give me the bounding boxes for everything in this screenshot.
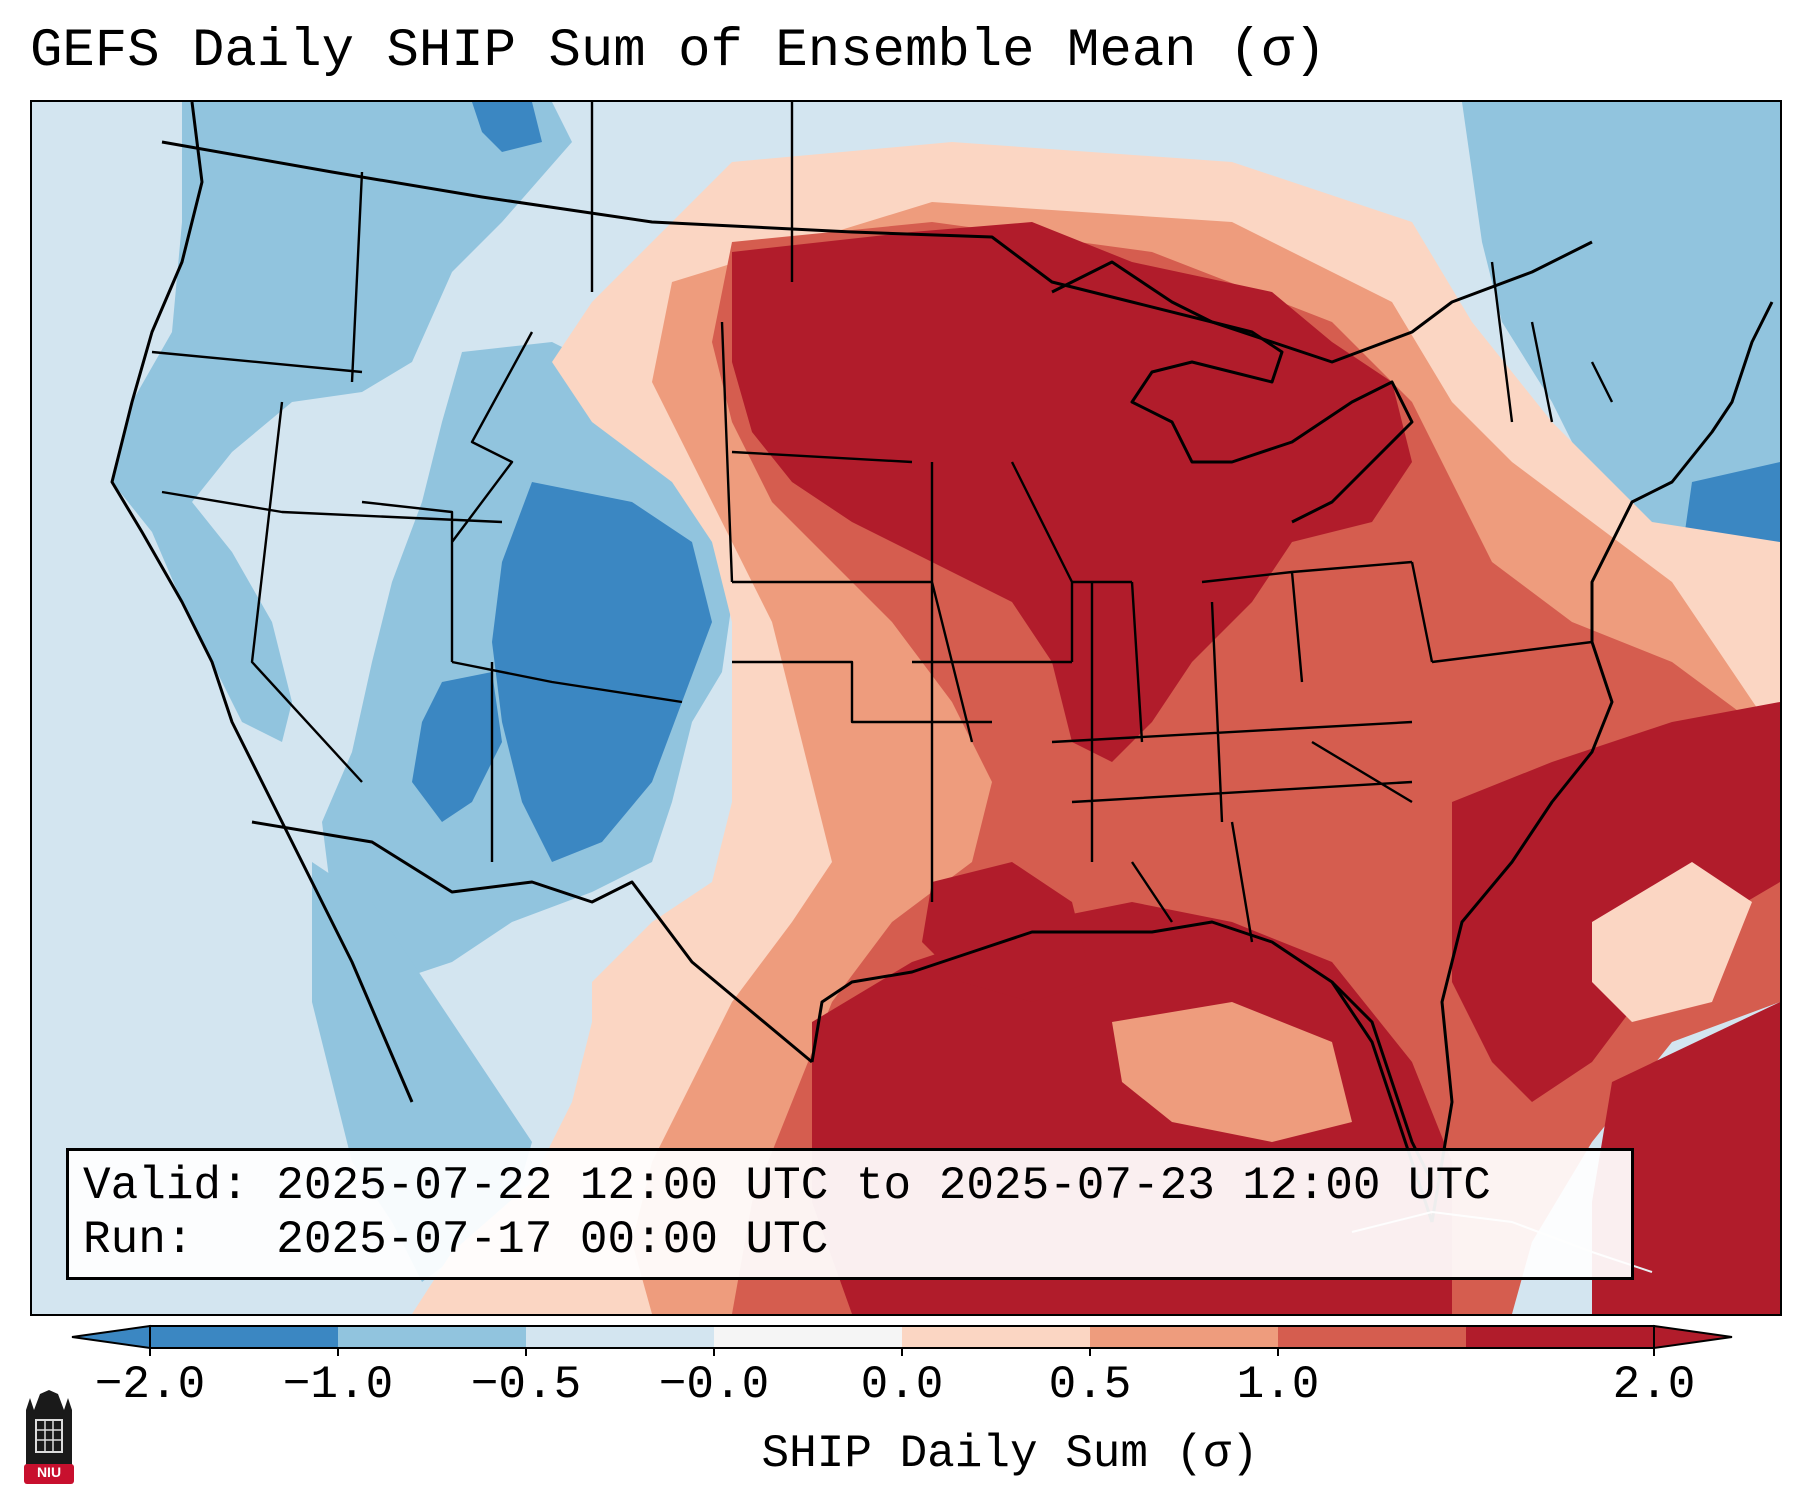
colorbar-tick-label: 0.0 (860, 1359, 944, 1411)
niu-logo (24, 1390, 74, 1484)
colorbar-segment (714, 1326, 903, 1348)
idaho-negative-core (472, 102, 542, 152)
great-lakes (1051, 260, 1414, 524)
logo-tower-icon (26, 1390, 72, 1468)
colorbar-label: SHIP Daily Sum (σ) (761, 1428, 1259, 1480)
gulf-weak-patch (1112, 1002, 1352, 1142)
caribbean-positive-core (1592, 1002, 1780, 1314)
run-label: Run: (83, 1214, 194, 1266)
canada-border (161, 140, 1593, 364)
boundary-lines (110, 102, 1774, 1273)
chart-title: GEFS Daily SHIP Sum of Ensemble Mean (σ) (30, 21, 1327, 82)
valid-run-info-box: Valid: 2025-07-22 12:00 UTC to 2025-07-2… (66, 1148, 1634, 1280)
gulf-coastline (810, 920, 1434, 1223)
logo-text: NIU (36, 1464, 62, 1480)
colorbar-extend-low (71, 1324, 151, 1350)
colorbar-tick-label: −0.0 (658, 1359, 770, 1411)
texas-positive-core (922, 862, 1092, 1002)
colorbar-tick-label: 1.0 (1236, 1359, 1320, 1411)
colorbar-segment (526, 1326, 715, 1348)
rockies-negative-core (492, 482, 712, 862)
ship-field-map (32, 102, 1780, 1314)
colorbar-segment (150, 1326, 339, 1348)
logo-window-icon (35, 1419, 63, 1453)
atlantic-positive-core (1452, 702, 1780, 1102)
colorbar-tick-label: −1.0 (282, 1359, 394, 1411)
valid-label: Valid: (83, 1160, 249, 1212)
west-coastline (110, 102, 414, 1103)
run-value: 2025-07-17 00:00 UTC (276, 1214, 829, 1266)
logo-grid-icon (36, 1420, 62, 1452)
colorbar-segment (902, 1326, 1091, 1348)
colorbar-tick-label: −0.5 (470, 1359, 582, 1411)
colorbar-tick-label: −2.0 (94, 1359, 206, 1411)
colorbar-segment (1090, 1326, 1279, 1348)
colorbar-segment (338, 1326, 527, 1348)
colorbar-segment (1278, 1326, 1467, 1348)
west-negative-field (112, 102, 572, 742)
mexico-border (251, 820, 813, 1064)
colorbar-extend-high (1653, 1324, 1733, 1350)
map-panel (30, 100, 1782, 1316)
midwest-positive-core (732, 222, 1412, 762)
atlantic-weak-patch (1592, 862, 1752, 1022)
colorbar (71, 1324, 1733, 1356)
valid-value: 2025-07-22 12:00 UTC to 2025-07-23 12:00… (276, 1160, 1491, 1212)
state-borders (151, 102, 1614, 943)
logo-banner-icon (24, 1464, 74, 1484)
colorbar-segment (1466, 1326, 1655, 1348)
colorbar-tick-label: 0.5 (1048, 1359, 1132, 1411)
utah-negative-core (412, 672, 502, 822)
colorbar-tick-label: 2.0 (1612, 1359, 1696, 1411)
